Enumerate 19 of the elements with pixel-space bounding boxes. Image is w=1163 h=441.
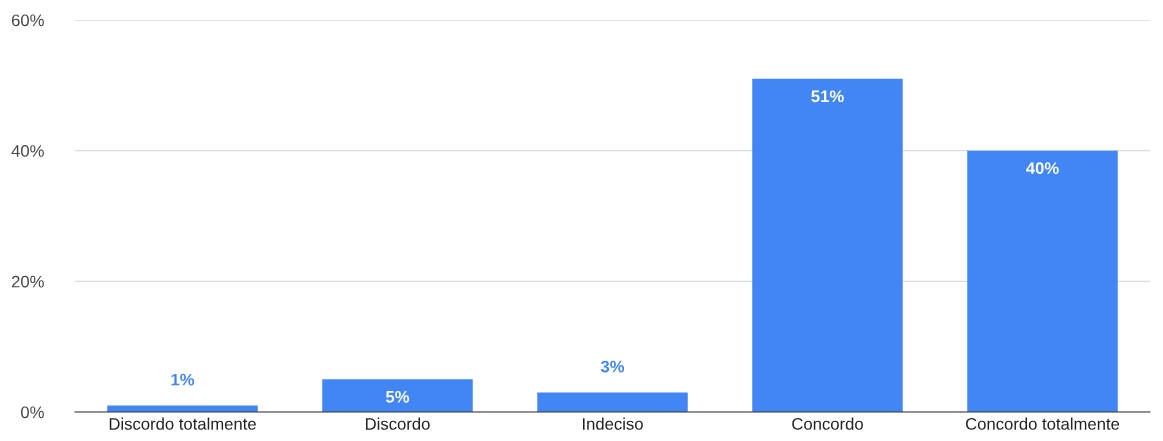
x-tick-label: Discordo totalmente xyxy=(109,417,256,430)
bar xyxy=(537,392,688,412)
data-label: 5% xyxy=(385,390,410,403)
x-tick-label: Discordo xyxy=(365,417,430,430)
bar xyxy=(107,405,258,412)
x-tick-label: Indeciso xyxy=(583,417,643,430)
y-tick-label: 20% xyxy=(11,275,44,288)
bar xyxy=(967,150,1118,412)
y-tick-label: 60% xyxy=(11,14,44,27)
data-label: 51% xyxy=(811,90,844,103)
x-tick-label: Concordo totalmente xyxy=(965,417,1120,430)
data-label: 1% xyxy=(171,373,195,386)
y-tick-label: 0% xyxy=(21,406,44,419)
x-tick-label: Concordo xyxy=(792,417,863,430)
y-tick-label: 40% xyxy=(11,145,44,157)
bar xyxy=(322,379,473,412)
bar xyxy=(752,78,903,412)
data-label: 40% xyxy=(1026,162,1059,175)
data-label: 3% xyxy=(600,360,625,373)
